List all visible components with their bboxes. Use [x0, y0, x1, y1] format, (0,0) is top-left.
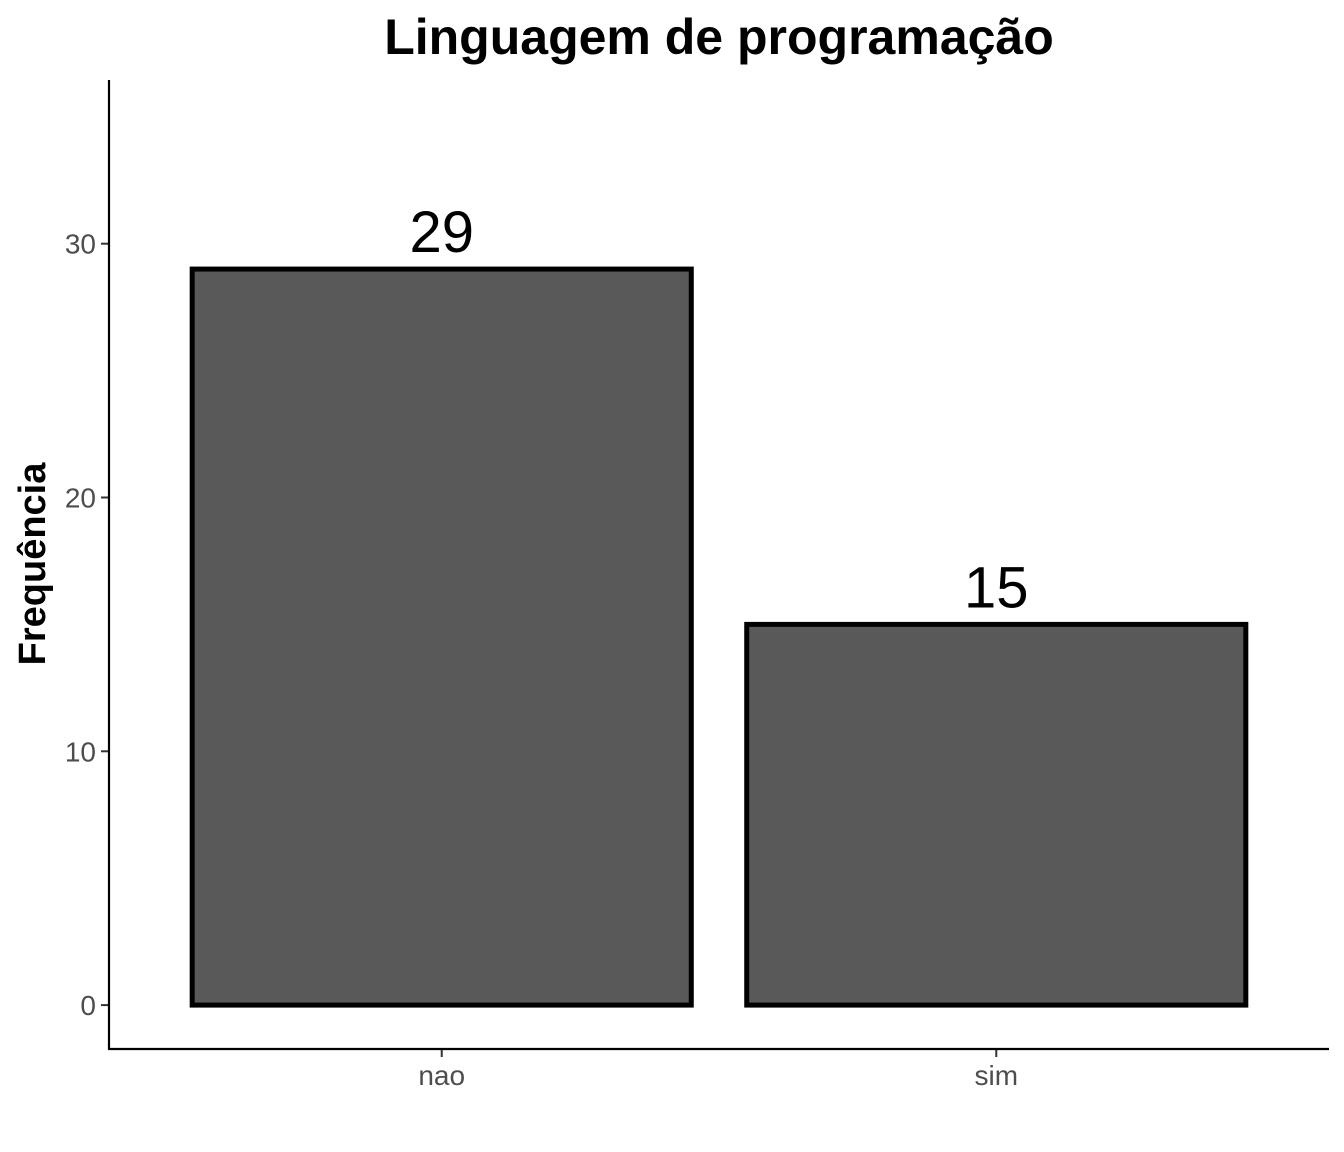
- y-tick-label: 10: [65, 736, 96, 767]
- y-tick-label: 20: [65, 482, 96, 513]
- bar-sim: [744, 621, 1249, 1008]
- y-axis-label: Frequência: [12, 462, 54, 666]
- bar-nao: [189, 266, 694, 1008]
- data-label-sim: 15: [964, 555, 1029, 620]
- data-label-nao: 29: [409, 200, 474, 265]
- y-tick-label: 0: [80, 990, 96, 1021]
- y-tick-label: 30: [65, 229, 96, 260]
- x-tick-label-nao: nao: [418, 1060, 465, 1091]
- chart-title: Linguagem de programação: [384, 9, 1054, 65]
- x-tick-label-sim: sim: [974, 1060, 1018, 1091]
- y-axis-ticks: 0 10 20 30: [65, 229, 109, 1021]
- x-axis-ticks: nao sim: [418, 1049, 1018, 1091]
- bars-group: 29 15: [189, 200, 1249, 1008]
